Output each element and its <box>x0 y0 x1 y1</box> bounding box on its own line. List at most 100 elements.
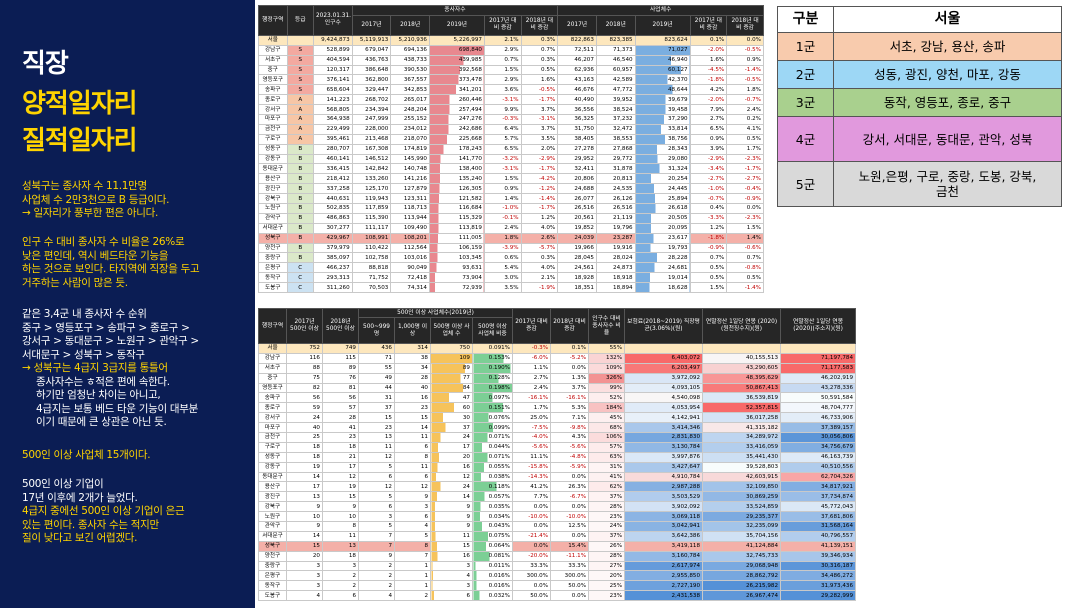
table-cell: 37,681,806 <box>780 511 857 523</box>
table-cell: 34,817,921 <box>780 481 857 493</box>
table-cell: 0.7% <box>520 44 559 56</box>
table-cell: 1.5% <box>689 282 728 294</box>
table-cell: 229,499 <box>312 123 353 135</box>
district-cell: 은평구 <box>258 262 288 274</box>
table-row: 금천구 25 23 13 11 24 0.071% -4.0% 4.3% 106% 2,831,83… <box>258 432 857 443</box>
table-cell: 0.0% <box>512 540 552 552</box>
legend-tier-label: 4군 <box>777 116 834 162</box>
table-cell: -2.9% <box>520 153 559 165</box>
table-cell: 0.7% <box>726 252 764 264</box>
table-cell: 26,126 <box>595 193 636 205</box>
table-cell: 0.076% <box>471 412 514 424</box>
table-cell: 47 <box>430 392 473 404</box>
table-cell: 40,510,556 <box>780 461 857 473</box>
table-cell: 502,835 <box>312 203 353 214</box>
table-cell: -16.1% <box>550 392 590 404</box>
table-cell: 48,704,777 <box>780 402 857 414</box>
legend-tier-label: 1군 <box>777 32 834 61</box>
table-cell: 106,159 <box>428 242 485 254</box>
table-cell: -1.7% <box>520 203 559 214</box>
table-cell: 141,770 <box>428 153 485 165</box>
table-cell: -5.9% <box>550 461 590 473</box>
table-cell: 436 <box>358 343 395 354</box>
table-cell: 2.6% <box>520 232 559 244</box>
table-cell: 6,203,497 <box>624 362 704 374</box>
table-cell: 115,329 <box>428 212 485 224</box>
table-cell: 135,240 <box>428 173 485 185</box>
table-cell: 146,512 <box>351 153 392 165</box>
table-cell: 11 <box>394 461 431 473</box>
table-cell: 26,516 <box>595 203 636 214</box>
table-cell: 34 <box>394 362 431 374</box>
table-cell: 15.4% <box>550 540 590 552</box>
table-cell: 118,713 <box>390 203 430 214</box>
table-cell: 20,505 <box>634 212 691 224</box>
table-cell: 6 <box>430 590 473 602</box>
table-cell: 141,223 <box>312 94 353 106</box>
table-cell: 3,419,118 <box>624 540 704 552</box>
table-row: 중랑구 3 3 2 1 3 0.011% 33.3% 33.3% 27% 2,617,974 29,0… <box>258 560 857 572</box>
table-cell: B <box>286 173 314 185</box>
table-cell: -3.2% <box>483 153 522 165</box>
table-cell: 37% <box>588 491 626 503</box>
table-cell: 6.5% <box>483 143 522 155</box>
table-cell: 42,589 <box>595 74 636 86</box>
table-row: 은평구 C 466,237 88,818 90,049 93,631 5.4% 4.0% 24,… <box>258 262 764 274</box>
table-cell: 300.0% <box>512 570 552 582</box>
table-cell: B <box>286 222 314 234</box>
table-cell: 18,928 <box>557 272 597 284</box>
legend-header-tier: 구분 <box>777 6 834 33</box>
header-cell: 2017년 대비 증감 <box>512 308 552 344</box>
table-cell: 3 <box>430 580 473 592</box>
table-cell: 12 <box>430 471 473 483</box>
table-cell: 341,201 <box>428 84 485 96</box>
table-cell: 362,800 <box>351 74 392 86</box>
table-cell: A <box>286 123 314 135</box>
text-line: 중구 > 영등포구 > 송파구 > 종로구 > <box>22 321 190 334</box>
table-cell: 24,873 <box>595 262 636 274</box>
table-cell: 1.5% <box>483 173 522 185</box>
table-cell: 2 <box>394 590 431 602</box>
table-cell: -1.9% <box>520 282 559 294</box>
table-cell: 103,016 <box>390 252 430 264</box>
table-cell: 3,130,784 <box>624 441 704 453</box>
district-cell: 용산구 <box>258 481 287 493</box>
table-cell: 43,290,605 <box>702 362 782 374</box>
table-cell: 0.081% <box>471 550 514 562</box>
text-line: 종사자수는 ㅎ적은 편에 속한다. <box>36 375 170 388</box>
table-cell: 2.4% <box>512 382 552 394</box>
district-cell: 도봉구 <box>258 590 287 602</box>
header-cell: 2018년 <box>595 14 636 36</box>
table-cell: -4.0% <box>512 432 552 443</box>
table-cell: 19 <box>286 461 323 473</box>
table-cell: 823,385 <box>595 34 636 46</box>
table-cell: 26,516 <box>557 203 597 214</box>
table-cell: 0.035% <box>471 501 514 513</box>
table-cell: 15 <box>286 540 323 552</box>
table-cell: -5.6% <box>550 441 590 453</box>
table-cell: 6 <box>358 501 395 513</box>
table-cell: 12.5% <box>550 521 590 532</box>
table-cell: -11.1% <box>550 550 590 562</box>
table-cell: 126,305 <box>428 183 485 195</box>
header-cell: 행정구역 <box>258 308 287 344</box>
legend-districts: 서초, 강남, 용산, 송파 <box>833 32 1062 61</box>
table-cell: 71,197,784 <box>780 352 857 364</box>
table-cell: 9 <box>322 501 359 513</box>
table-cell: 4,053,954 <box>624 402 704 414</box>
table-cell: 280,707 <box>312 143 353 155</box>
table-cell: 11 <box>394 432 431 443</box>
table-cell: 35,441,430 <box>702 451 782 463</box>
table-cell: 71,373 <box>595 44 636 56</box>
header-cell: 인구수 대비 종사자수 비율 <box>588 308 626 344</box>
large-business-table-body: 서울 752 749 436 314 750 0.091% -0.3% 0.1% 55% 강남구 11… <box>258 343 857 602</box>
table-cell: 0.016% <box>471 580 514 592</box>
paragraph-ratio: 인구 수 대비 종사자 수 비율은 26%로 낮은 편인데, 역시 베드타운 기… <box>22 236 255 290</box>
table-cell: 0.097% <box>471 392 514 404</box>
table-cell: 0.118% <box>471 481 514 493</box>
table-cell: -2.3% <box>726 212 764 224</box>
table-cell: 6,403,072 <box>624 352 704 364</box>
district-cell: 금천구 <box>258 123 288 135</box>
header-cell: 500~999명 <box>358 317 395 344</box>
legend-districts: 성동, 광진, 양천, 마포, 강동 <box>833 60 1062 89</box>
